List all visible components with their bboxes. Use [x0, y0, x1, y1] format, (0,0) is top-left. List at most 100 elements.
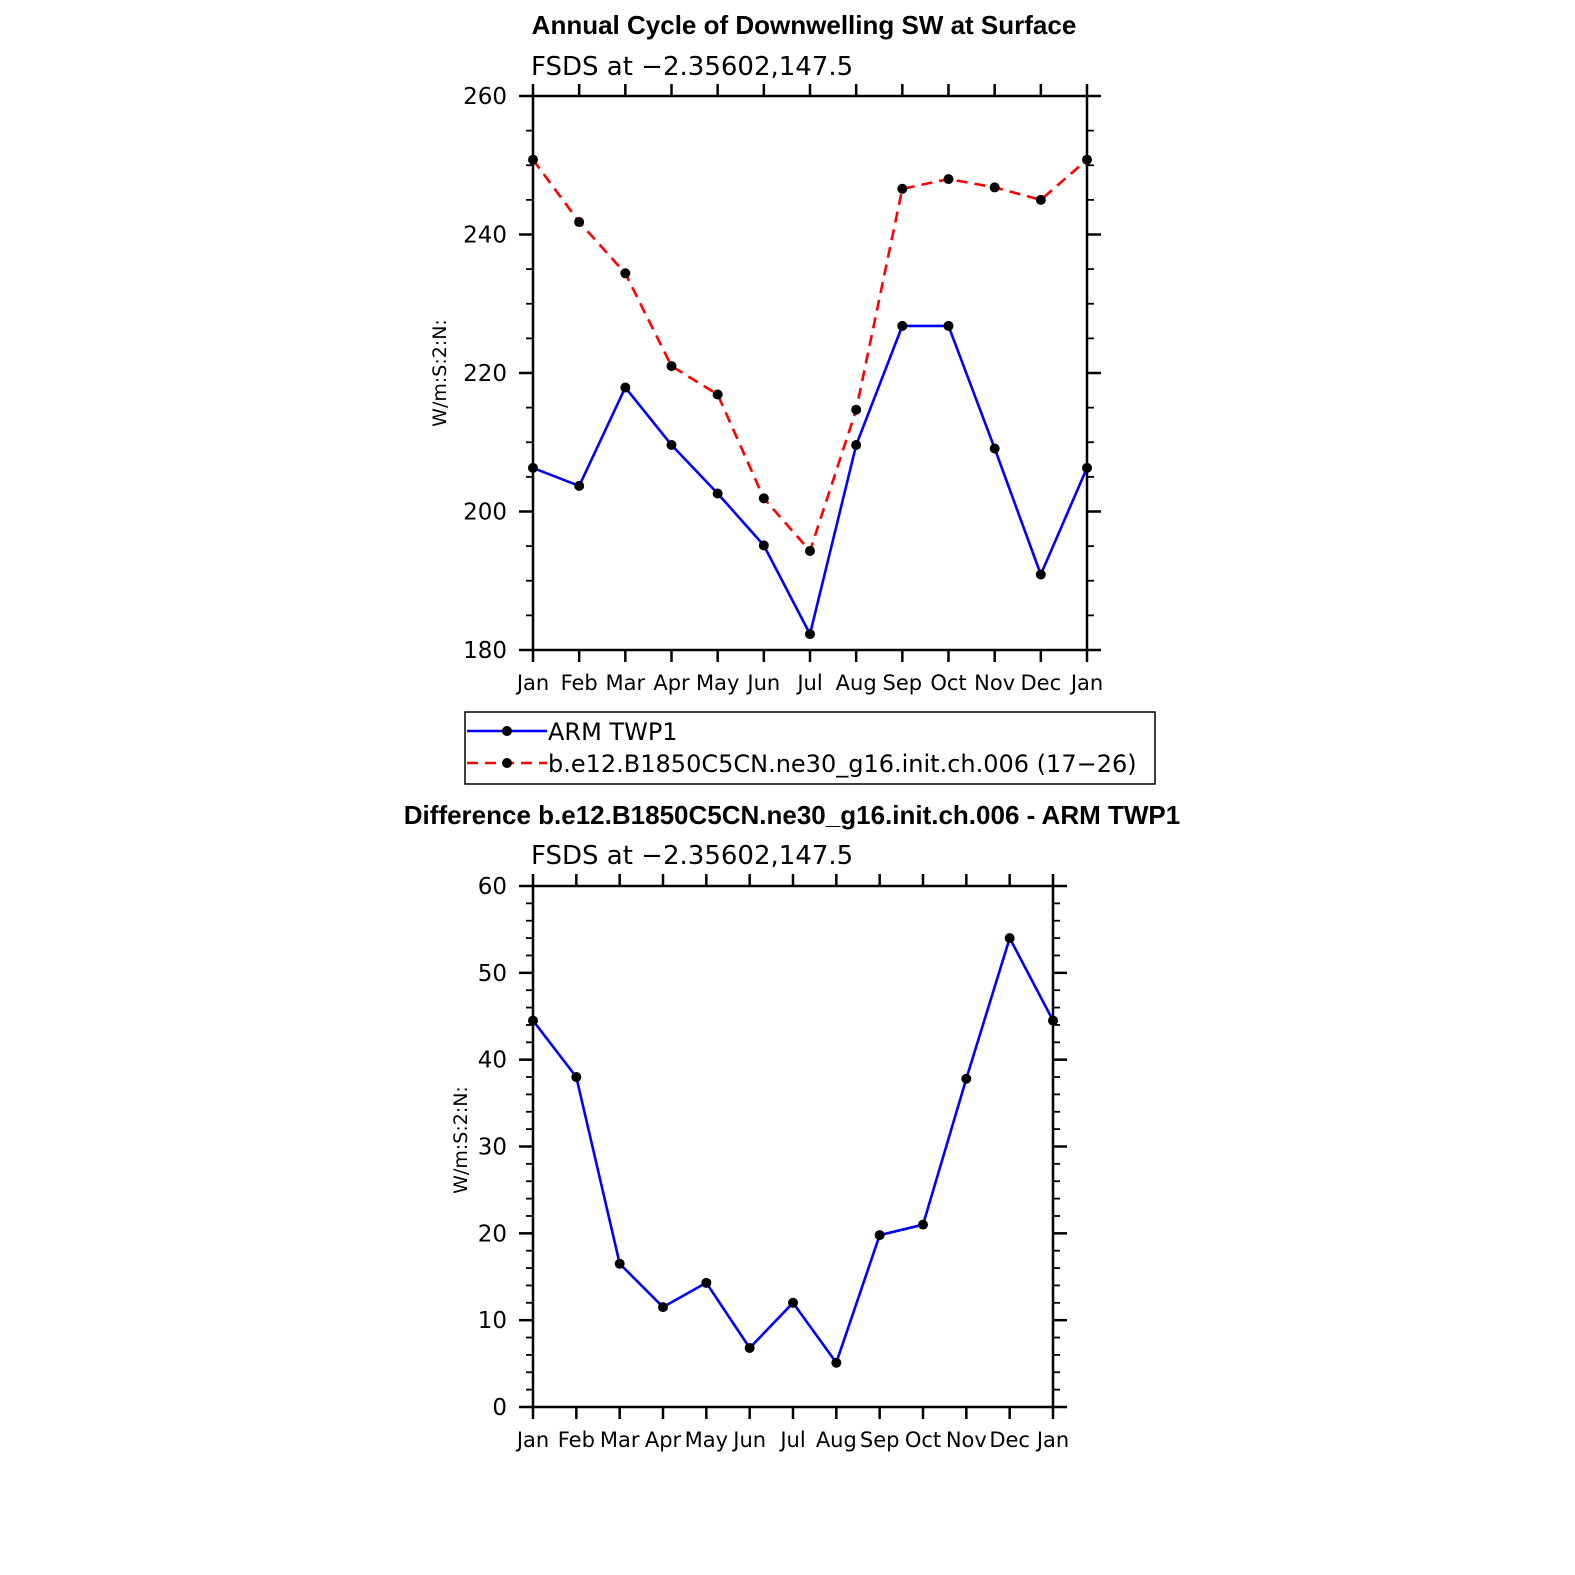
data-point-0: [943, 320, 954, 331]
y-tick-label: 10: [478, 1308, 507, 1334]
x-tick-label: Jan: [1035, 1428, 1069, 1452]
legend-label-arm-twp1: ARM TWP1: [548, 718, 678, 746]
plot-frame: [531, 884, 1055, 1409]
x-tick-label: Jul: [778, 1428, 805, 1452]
data-point-0: [528, 1015, 538, 1026]
plot-frame: [531, 94, 1089, 652]
series-line-1: [531, 158, 1088, 553]
legend-box: [464, 711, 1156, 785]
x-tick-label: Oct: [930, 671, 966, 695]
x-tick-label: Apr: [645, 1428, 682, 1452]
x-tick-label: Dec: [1021, 671, 1062, 695]
legend-marker-arm-twp1: [502, 726, 512, 736]
legend-entry-arm-twp1: ARM TWP1: [467, 718, 678, 746]
legend: ARM TWP1 b.e12.B1850C5CN.ne30_g16.init.c…: [464, 711, 1156, 785]
y-tick-label: 60: [478, 874, 507, 900]
data-point-0: [1035, 569, 1046, 580]
data-point-0: [574, 480, 585, 491]
data-point-0: [1004, 933, 1015, 944]
y-tick-label: 20: [478, 1221, 507, 1247]
data-point-0: [614, 1258, 625, 1269]
data-point-1: [805, 545, 815, 556]
data-point-0: [851, 440, 862, 451]
x-tick-label: Oct: [905, 1428, 941, 1452]
x-tick-label: Jan: [515, 671, 549, 695]
y-axis-label: W/m:S:2:N:: [450, 1086, 472, 1194]
y-tick-label: 40: [478, 1048, 507, 1074]
plot-area: Jan Feb Mar Apr May Jun Jul Aug Sep Oct Nov Dec Jan 1…: [463, 84, 1103, 695]
data-point-1: [1082, 154, 1092, 165]
data-point-0: [961, 1073, 972, 1084]
data-point-1: [666, 361, 677, 372]
x-tick-label: Apr: [653, 671, 690, 695]
x-tick-label: Jun: [731, 1428, 766, 1452]
data-point-0: [918, 1219, 928, 1230]
data-point-1: [712, 389, 723, 400]
data-point-1: [1035, 194, 1046, 205]
data-point-0: [712, 488, 723, 499]
data-point-0: [658, 1302, 668, 1313]
x-tick-label: Mar: [600, 1428, 640, 1452]
x-tick-label: May: [685, 1428, 728, 1452]
y-tick-label: 30: [478, 1135, 507, 1161]
data-point-1: [851, 404, 862, 415]
data-point-0: [831, 1357, 842, 1368]
x-tick-label: Sep: [883, 671, 923, 695]
x-tick-label: Jan: [1069, 671, 1103, 695]
data-point-0: [701, 1277, 712, 1288]
y-tick-label: 220: [463, 361, 507, 387]
series-line-0: [532, 324, 1089, 636]
chart-subtitle: FSDS at −2.35602,147.5: [531, 52, 853, 82]
legend-label-model: b.e12.B1850C5CN.ne30_g16.init.ch.006 (17…: [548, 750, 1137, 778]
y-tick-label: 0: [492, 1395, 507, 1421]
data-point-0: [571, 1072, 582, 1083]
x-tick-label: Dec: [989, 1428, 1030, 1452]
difference-chart: Difference b.e12.B1850C5CN.ne30_g16.init…: [404, 800, 1180, 1452]
x-tick-label: Jul: [795, 671, 822, 695]
x-tick-label: Feb: [561, 671, 598, 695]
data-point-0: [744, 1342, 755, 1353]
data-point-0: [1082, 462, 1092, 473]
y-axis-label: W/m:S:2:N:: [429, 319, 451, 427]
data-point-0: [874, 1230, 885, 1241]
y-tick-label: 50: [478, 961, 507, 987]
legend-entry-model: b.e12.B1850C5CN.ne30_g16.init.ch.006 (17…: [467, 750, 1137, 778]
y-tick-label: 200: [463, 500, 507, 526]
chart-title: Difference b.e12.B1850C5CN.ne30_g16.init…: [404, 800, 1180, 830]
data-point-1: [989, 182, 1000, 193]
y-tick-label: 240: [463, 223, 507, 249]
data-point-0: [758, 540, 769, 551]
data-point-0: [989, 443, 1000, 454]
x-tick-label: Feb: [558, 1428, 595, 1452]
x-tick-label: Aug: [836, 671, 877, 695]
data-point-0: [788, 1297, 798, 1308]
x-tick-label: Mar: [606, 671, 646, 695]
data-point-1: [758, 493, 769, 504]
data-point-0: [897, 320, 908, 331]
data-point-1: [943, 174, 954, 185]
x-tick-label: Jun: [745, 671, 780, 695]
data-point-1: [620, 268, 631, 279]
y-tick-label: 260: [463, 84, 507, 110]
data-point-1: [528, 154, 538, 165]
plot-area: Jan Feb Mar Apr May Jun Jul Aug Sep Oct Nov Dec Jan0…: [478, 874, 1069, 1452]
y-tick-label: 180: [463, 638, 507, 664]
data-point-0: [805, 629, 815, 640]
x-tick-label: May: [696, 671, 739, 695]
x-tick-label: Nov: [974, 671, 1015, 695]
data-point-1: [574, 217, 585, 228]
data-point-0: [620, 382, 631, 393]
x-tick-label: Jan: [515, 1428, 549, 1452]
annual-cycle-chart: Annual Cycle of Downwelling SW at Surfac…: [429, 10, 1156, 785]
data-point-0: [1048, 1015, 1058, 1026]
data-point-0: [528, 462, 538, 473]
x-tick-label: Sep: [860, 1428, 900, 1452]
legend-marker-model: [502, 758, 512, 768]
chart-title: Annual Cycle of Downwelling SW at Surfac…: [532, 10, 1077, 40]
x-tick-label: Aug: [816, 1428, 857, 1452]
data-point-0: [666, 440, 677, 451]
data-point-1: [897, 183, 908, 194]
chart-subtitle: FSDS at −2.35602,147.5: [531, 841, 853, 871]
x-tick-label: Nov: [946, 1428, 987, 1452]
